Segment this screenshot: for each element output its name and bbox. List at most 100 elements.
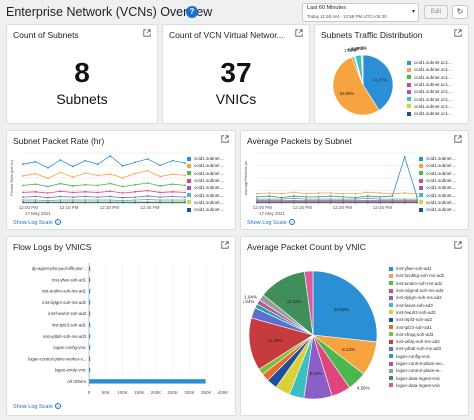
legend-item[interactable]: ocid1.subnet.oc1... [407,81,452,88]
legend-item[interactable]: ocid1.subnet.... [187,155,225,162]
legend-item[interactable]: inst-xfnqq-soh-ad3 [389,331,446,338]
data-point [184,191,186,194]
legend-item[interactable]: ocid1.subnet.oc1... [407,59,452,66]
show-log-scale-link[interactable]: Show Log Scale? [247,219,295,226]
data-point [59,182,62,185]
show-log-scale-link[interactable]: Show Log Scale? [13,219,61,226]
traffic-legend: ocid1.subnet.oc1... ocid1.subnet.oc1... oc… [407,59,452,117]
data-point [121,196,124,199]
legend-label: ocid1.subnet.... [194,185,225,191]
legend-item[interactable]: ocid1.subnet.... [419,199,457,206]
legend-item[interactable]: ocid1.subnet.... [187,206,225,213]
legend-item[interactable]: logan-data-ingest-vnic [389,382,446,389]
data-point [121,201,124,204]
legend-item[interactable]: inst-fuvdtkg-soh-ms-ad2 [389,272,446,279]
traffic-pie-chart[interactable]: 41.77%53.90%1.09%< 1%< 1%3.26%< 1%< 1% [317,43,407,123]
data-point [391,195,394,197]
packet-rate-line-chart[interactable]: Packet Rate (per hr) 12:00 PM 12:15 PM 12:3… [9,149,187,217]
legend-item[interactable]: ocid1.subnet.... [419,184,457,191]
open-external-icon[interactable] [221,135,229,143]
legend-swatch [389,288,393,293]
open-external-icon[interactable] [221,241,229,249]
open-external-icon[interactable] [454,135,462,143]
pie-data-label: < 1% [358,46,368,51]
legend-item[interactable]: ocid1.subnet.oc1... [407,88,452,95]
legend-item[interactable]: ocid1.subnet.... [419,162,457,169]
help-icon[interactable]: ? [54,219,61,225]
legend-item[interactable]: ocid1.subnet.... [419,177,457,184]
legend-item[interactable]: inst-ntpl3-soh-ad2 [389,316,446,323]
legend-swatch [419,156,423,161]
series-line [22,170,186,179]
help-icon[interactable]: ? [288,219,295,225]
open-external-icon[interactable] [295,29,303,37]
legend-item[interactable]: ocid1.subnet.oc1... [407,66,452,73]
data-point [256,195,258,198]
data-point [391,201,394,204]
legend-item[interactable]: inst-yfwe-soh-ad1 [389,265,446,272]
bar [89,379,206,384]
legend-item[interactable]: inst-dylgm-soh-ms-ad2 [389,294,446,301]
data-point [134,196,137,199]
legend-item[interactable]: inst-fwxat-soh-ad3 [389,301,446,308]
data-point [134,190,137,193]
avg-packets-line-chart[interactable]: AveragePackets (in 12:00 PM 12:15 PM 12:30 … [243,149,419,217]
legend-item[interactable]: ocid1.subnet.... [187,162,225,169]
data-point [47,201,49,204]
y-tick-label: inst-arukm-soh-ms-ad1 [42,289,87,294]
data-point [159,185,161,187]
show-log-scale-link[interactable]: Show Log Scale? [13,403,61,410]
legend-item[interactable]: inst-ndgmd-soh-ms-ad2 [389,287,446,294]
legend-item[interactable]: ocid1.subnet.... [419,155,457,162]
edit-button[interactable]: Edit [424,5,448,19]
pie-data-label: 4.56% [357,385,370,390]
info-icon[interactable]: ? [186,6,198,18]
legend-item[interactable]: inst-hwuh2-soh-ad3 [389,309,446,316]
legend-item[interactable]: logan-control-plane-w... [389,367,446,374]
legend-item[interactable]: inst-tplz3-soh-ad1 [389,323,446,330]
legend-item[interactable]: ocid1.subnet.... [187,170,225,177]
help-icon[interactable]: ? [54,403,61,409]
legend-item[interactable]: ocid1.subnet.... [187,191,225,198]
legend-item[interactable]: ocid1.subnet.... [187,177,225,184]
legend-item[interactable]: ocid1.subnet.oc1... [407,103,452,110]
legend-item[interactable]: ocid1.subnet.... [419,191,457,198]
refresh-icon[interactable]: ↻ [452,5,468,19]
time-range-picker[interactable]: Last 60 Minutes Today 11:58 AM - 12:58 P… [302,3,419,22]
legend-item[interactable]: ocid1.subnet.oc1... [407,74,452,81]
flow-logs-widget: Flow Logs by VNICS 0 50K 100K 150K 200K 250K 3… [6,236,236,416]
legend-item[interactable]: ocid1.subnet.... [419,170,457,177]
legend-swatch [389,376,393,381]
legend-item[interactable]: logan-control-plane-wo... [389,360,446,367]
y-tick-label: inst-dylgm-soh-ms-ad2 [42,300,86,305]
data-point [34,195,37,198]
legend-item[interactable]: ocid1.subnet.... [187,184,225,191]
legend-label: ocid1.subnet.... [426,207,457,213]
open-external-icon[interactable] [454,29,462,37]
legend-item[interactable]: inst-arukm-soh-ms-ad1 [389,280,446,287]
data-point [416,198,418,201]
data-point [96,191,99,194]
y-tick-label: inst-yd6dr-soh-ms-ad3 [43,334,87,339]
avg-count-pie-chart[interactable]: 24.92% 8.13% 4.56% 6.64% 12.38% 1.04%1.04% 11.… [243,257,393,413]
legend-label: ocid1.subnet.... [194,163,225,169]
legend-item[interactable]: ocid1.subnet.oc1... [407,95,452,102]
data-point [403,155,406,158]
legend-item[interactable]: logan-config-vnic [389,353,446,360]
open-external-icon[interactable] [143,29,151,37]
data-point [184,184,186,187]
flow-logs-bar-chart[interactable]: 0 50K 100K 150K 200K 250K 300K 350K 400K dp-agent… [9,259,233,401]
legend-item[interactable]: ocid1.subnet.oc1... [407,110,452,117]
legend-item[interactable]: ocid1.subnet.... [419,206,457,213]
data-point [305,192,308,195]
data-point [354,201,357,204]
legend-swatch [389,354,393,359]
legend-item[interactable]: inst-yd6dr-soh-ms-ad3 [389,345,446,352]
bar [89,277,91,283]
data-point [379,195,381,198]
data-point [47,166,49,169]
open-external-icon[interactable] [454,241,462,249]
legend-item[interactable]: ocid1.subnet.... [187,199,225,206]
legend-item[interactable]: inst-utfdq-soh-ms-ad2 [389,338,446,345]
legend-item[interactable]: logan-data-ingest-vnic [389,374,446,381]
